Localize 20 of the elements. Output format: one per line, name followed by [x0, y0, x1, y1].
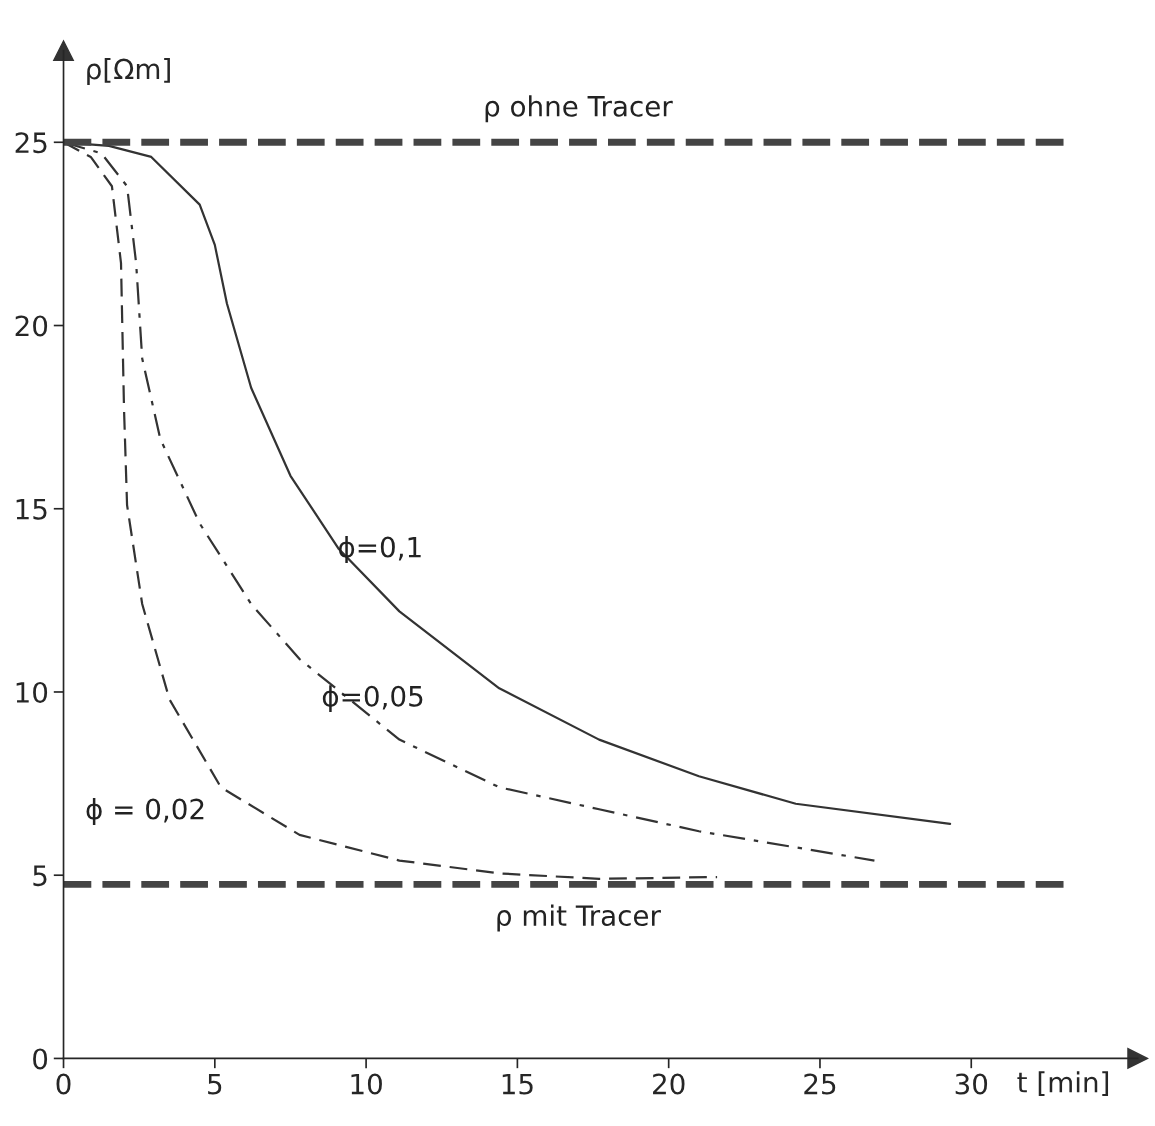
annotation: ϕ=0,05: [322, 685, 423, 713]
annotation: ϕ=0,1: [338, 536, 421, 563]
y-tick-label: 25: [15, 132, 47, 154]
x-axis-title: t [min]: [1017, 1071, 1109, 1097]
x-tick-label: 15: [502, 1073, 533, 1095]
x-tick-label: 20: [653, 1073, 685, 1095]
y-tick-label: 10: [16, 681, 48, 703]
x-tick-label: 30: [955, 1073, 988, 1095]
y-axis-title: ρ[Ωm]: [87, 58, 170, 85]
x-tick-label: 0: [56, 1073, 71, 1095]
ref-line-label: ρ mit Tracer: [497, 904, 661, 932]
ref-line-label: ρ ohne Tracer: [485, 95, 673, 123]
y-tick-label: 5: [33, 865, 47, 887]
x-tick-label: 5: [208, 1073, 222, 1095]
x-tick-label: 25: [804, 1073, 836, 1095]
y-tick-label: 20: [15, 315, 48, 337]
y-tick-label: 15: [16, 499, 47, 520]
x-tick-label: 10: [351, 1073, 382, 1095]
y-tick-label: 0: [33, 1048, 48, 1070]
annotation: ϕ = 0,02: [86, 798, 204, 825]
